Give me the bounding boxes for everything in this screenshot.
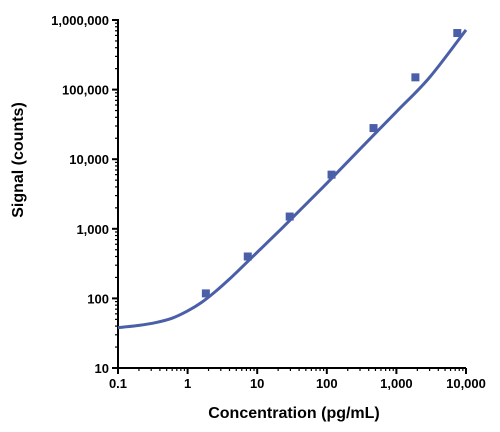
y-tick-label: 1,000,000 — [51, 13, 109, 28]
data-point — [369, 124, 378, 133]
fit-curve-layer — [117, 29, 468, 330]
data-point — [327, 170, 336, 179]
y-tick-label: 10,000 — [69, 152, 109, 167]
x-tick-labels: 0.1 1 10 100 1,000 10,000 — [109, 376, 486, 391]
y-tick-labels: 10 100 1,000 10,000 100,000 1,000,000 — [51, 13, 109, 376]
x-tick-label: 0.1 — [109, 376, 127, 391]
data-point — [243, 252, 252, 261]
data-point — [285, 212, 294, 221]
x-tick-label: 100 — [316, 376, 338, 391]
axes — [112, 19, 467, 374]
data-points-layer — [201, 29, 462, 298]
y-tick-label: 10 — [95, 361, 109, 376]
y-tick-label: 1,000 — [76, 222, 109, 237]
data-point — [453, 29, 462, 38]
data-point — [411, 73, 420, 82]
fit-curve — [117, 29, 468, 330]
x-tick-label: 10 — [250, 376, 264, 391]
x-tick-label: 1,000 — [380, 376, 413, 391]
x-axis-title: Concentration (pg/mL) — [208, 405, 380, 422]
y-tick-label: 100 — [87, 291, 109, 306]
x-tick-label: 1 — [184, 376, 191, 391]
x-tick-label: 10,000 — [446, 376, 486, 391]
y-axis-title: Signal (counts) — [10, 102, 27, 218]
data-point — [201, 289, 210, 298]
y-tick-label: 100,000 — [62, 83, 109, 98]
